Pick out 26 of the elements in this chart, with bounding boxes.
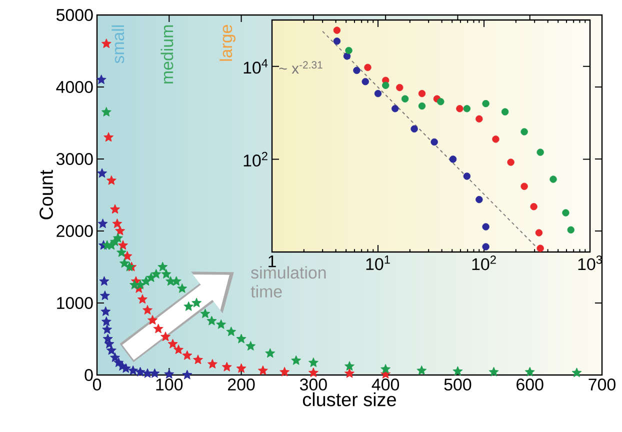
y-tick-label: 5000 — [56, 9, 93, 22]
annotation: medium — [160, 25, 174, 84]
x-tick-label: 500 — [444, 378, 472, 391]
y-axis-title: Count — [40, 170, 53, 220]
x-tick-label: 10$^{3}$ — [578, 256, 602, 270]
x-tick-label: 600 — [516, 378, 544, 391]
x-tick-label: 0 — [92, 378, 102, 391]
x-axis-title: cluster size — [302, 392, 396, 406]
y-tick-label: 3000 — [56, 153, 93, 165]
annotation: small — [112, 25, 124, 64]
x-tick-label: 100 — [156, 378, 183, 391]
y-tick-label: 1000 — [57, 297, 93, 309]
annotation: simulation time — [250, 266, 326, 298]
y-tick-label: 4000 — [56, 81, 93, 94]
series-label: ~ x$^{-2.31}$ — [279, 61, 322, 74]
y-tick-label: 2000 — [56, 225, 93, 237]
x-tick-label: 10$^{2}$ — [472, 256, 496, 270]
x-tick-label: 700 — [588, 378, 616, 391]
x-tick-label: 400 — [372, 378, 400, 391]
x-tick-label: 10$^{1}$ — [366, 256, 390, 270]
y-tick-label: 10$^{4}$ — [244, 59, 268, 74]
x-tick-label: 300 — [300, 378, 327, 391]
annotation: large — [220, 25, 236, 61]
x-tick-label: 1 — [268, 256, 276, 268]
y-tick-label: 0 — [84, 369, 93, 381]
x-tick-label: 200 — [228, 378, 255, 391]
